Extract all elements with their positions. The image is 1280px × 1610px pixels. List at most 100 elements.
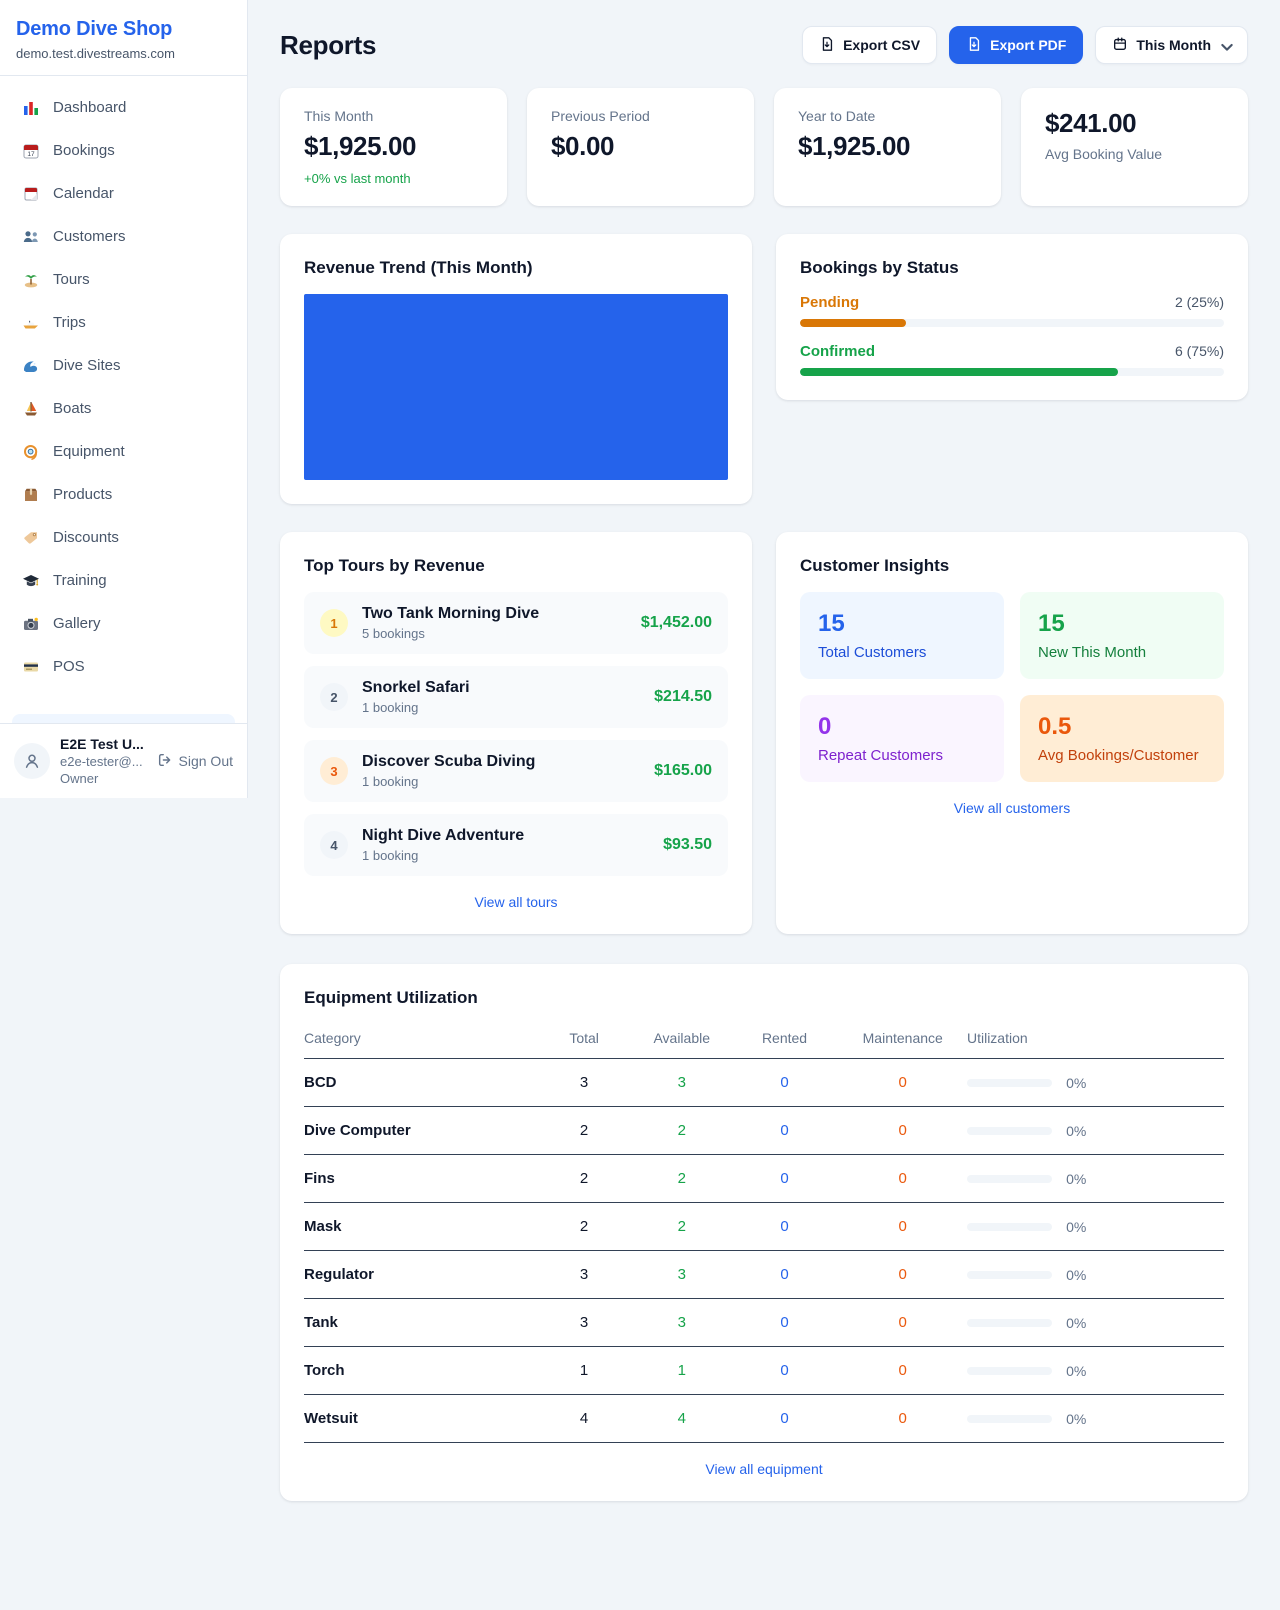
cell-maintenance: 0 bbox=[838, 1394, 967, 1444]
brand-name[interactable]: Demo Dive Shop bbox=[16, 18, 173, 40]
bookings-by-status-title: Bookings by Status bbox=[800, 258, 959, 277]
cell-rented: 0 bbox=[730, 1106, 839, 1156]
export-csv-button[interactable]: Export CSV bbox=[802, 26, 938, 64]
rank-badge: 2 bbox=[320, 683, 348, 711]
people-icon bbox=[22, 228, 40, 246]
insight-tile-new-this-month: 15 New This Month bbox=[1020, 592, 1224, 679]
utilization-bar bbox=[966, 1367, 1052, 1376]
sidebar-item-customers[interactable]: Customers bbox=[12, 215, 235, 258]
tour-bookings: 1 booking bbox=[362, 774, 419, 789]
sidebar-item-label: Discounts bbox=[53, 529, 119, 546]
rank-badge: 1 bbox=[320, 609, 348, 637]
cell-available: 4 bbox=[632, 1394, 731, 1444]
package-icon bbox=[22, 486, 40, 504]
view-all-equipment-link[interactable]: View all equipment bbox=[705, 1461, 823, 1478]
table-row-mask: Mask 2 2 0 0 0% bbox=[304, 1202, 1224, 1252]
wave-icon bbox=[22, 357, 40, 375]
tour-name: Night Dive Adventure bbox=[362, 827, 525, 844]
sidebar-item-dashboard[interactable]: Dashboard bbox=[12, 86, 235, 129]
file-download-icon bbox=[966, 36, 982, 55]
tour-revenue: $93.50 bbox=[663, 836, 712, 853]
customer-insights-panel: Customer Insights 15 Total Customers 15 … bbox=[776, 532, 1248, 934]
credit-card-icon bbox=[22, 658, 40, 676]
charts-row: Revenue Trend (This Month) Bookings by S… bbox=[280, 234, 1248, 504]
sidebar-item-boats[interactable]: Boats bbox=[12, 387, 235, 430]
sign-out-button[interactable]: Sign Out bbox=[157, 752, 233, 771]
period-dropdown[interactable]: This Month bbox=[1095, 26, 1248, 64]
cell-maintenance: 0 bbox=[838, 1058, 967, 1108]
sidebar-item-training[interactable]: Training bbox=[12, 559, 235, 602]
customer-insights-title: Customer Insights bbox=[800, 556, 950, 575]
cell-rented: 0 bbox=[730, 1058, 839, 1108]
cell-category: BCD bbox=[304, 1058, 536, 1108]
utilization-percent: 0% bbox=[1066, 1315, 1087, 1332]
sign-out-icon bbox=[157, 752, 173, 771]
utilization-bar bbox=[966, 1271, 1052, 1280]
sidebar-item-tours[interactable]: Tours bbox=[12, 258, 235, 301]
column-header-rented: Rented bbox=[730, 1022, 839, 1059]
sign-out-label: Sign Out bbox=[178, 753, 233, 769]
top-tours-title: Top Tours by Revenue bbox=[304, 556, 485, 575]
tour-row-two-tank-morning-dive: 1 Two Tank Morning Dive 5 bookings $1,45… bbox=[304, 592, 728, 654]
grad-cap-icon bbox=[22, 572, 40, 590]
tour-bookings: 1 booking bbox=[362, 848, 419, 863]
sidebar-item-gallery[interactable]: Gallery bbox=[12, 602, 235, 645]
cell-rented: 0 bbox=[730, 1346, 839, 1396]
status-row-confirmed: Confirmed 6 (75%) bbox=[800, 343, 1224, 376]
brand: Demo Dive Shop demo.test.divestreams.com bbox=[0, 0, 247, 76]
insight-value: 0.5 bbox=[1038, 713, 1072, 740]
view-all-customers-link[interactable]: View all customers bbox=[953, 800, 1071, 816]
sidebar-item-label: Trips bbox=[53, 314, 86, 331]
status-rows: Pending 2 (25%) Confirmed 6 (75%) bbox=[800, 294, 1224, 376]
table-row-tank: Tank 3 3 0 0 0% bbox=[304, 1298, 1224, 1348]
sidebar-item-label: Boats bbox=[53, 400, 92, 417]
insight-tile-total-customers: 15 Total Customers bbox=[800, 592, 1004, 679]
tour-revenue: $1,452.00 bbox=[640, 614, 712, 631]
revenue-trend-bar bbox=[304, 294, 728, 480]
sidebar-item-dive-sites[interactable]: Dive Sites bbox=[12, 344, 235, 387]
insight-value: 0 bbox=[818, 713, 832, 740]
cell-maintenance: 0 bbox=[838, 1298, 967, 1348]
sidebar-item-bookings[interactable]: 17 Bookings bbox=[12, 129, 235, 172]
sidebar-item-pos[interactable]: POS bbox=[12, 645, 235, 688]
stat-value: $1,925.00 bbox=[798, 131, 911, 161]
sidebar-item-products[interactable]: Products bbox=[12, 473, 235, 516]
insight-value: 15 bbox=[1038, 610, 1065, 637]
sidebar-item-trips[interactable]: Trips bbox=[12, 301, 235, 344]
table-row-torch: Torch 1 1 0 0 0% bbox=[304, 1346, 1224, 1396]
bookings-by-status-panel: Bookings by Status Pending 2 (25%) Confi… bbox=[776, 234, 1248, 400]
utilization-percent: 0% bbox=[1066, 1075, 1087, 1092]
sidebar-item-label: Dashboard bbox=[53, 99, 127, 116]
sidebar-item-equipment[interactable]: Equipment bbox=[12, 430, 235, 473]
cell-utilization: 0% bbox=[966, 1154, 1224, 1204]
export-pdf-button[interactable]: Export PDF bbox=[949, 26, 1084, 64]
insight-label: Repeat Customers bbox=[818, 747, 944, 764]
insight-label: Total Customers bbox=[818, 644, 927, 661]
cell-available: 3 bbox=[632, 1250, 731, 1300]
sidebar-item-calendar[interactable]: Calendar bbox=[12, 172, 235, 215]
user-name: E2E Test U... bbox=[60, 736, 144, 752]
sidebar-item-discounts[interactable]: Discounts bbox=[12, 516, 235, 559]
island-icon bbox=[22, 271, 40, 289]
utilization-percent: 0% bbox=[1066, 1171, 1087, 1188]
utilization-percent: 0% bbox=[1066, 1363, 1087, 1380]
stat-label: Previous Period bbox=[551, 108, 650, 124]
stat-card-previous-period: Previous Period $0.00 bbox=[527, 88, 754, 206]
tour-rows: 1 Two Tank Morning Dive 5 bookings $1,45… bbox=[304, 592, 728, 876]
cell-category: Fins bbox=[304, 1154, 536, 1204]
cell-utilization: 0% bbox=[966, 1058, 1224, 1108]
sidebar-item-label: Calendar bbox=[53, 185, 114, 202]
view-all-tours-link[interactable]: View all tours bbox=[474, 894, 558, 910]
stat-card-this-month: This Month $1,925.00 +0% vs last month bbox=[280, 88, 507, 206]
cell-rented: 0 bbox=[730, 1250, 839, 1300]
cell-utilization: 0% bbox=[966, 1202, 1224, 1252]
page-header: Reports Export CSV Export PDF This Month bbox=[280, 26, 1248, 64]
table-row-bcd: BCD 3 3 0 0 0% bbox=[304, 1058, 1224, 1108]
top-tours-panel: Top Tours by Revenue 1 Two Tank Morning … bbox=[280, 532, 752, 934]
sidebar-item-reports-active-partial[interactable] bbox=[12, 714, 235, 723]
tour-row-snorkel-safari: 2 Snorkel Safari 1 booking $214.50 bbox=[304, 666, 728, 728]
insight-value: 15 bbox=[818, 610, 845, 637]
utilization-percent: 0% bbox=[1066, 1219, 1087, 1236]
brand-domain: demo.test.divestreams.com bbox=[16, 46, 175, 61]
cell-available: 2 bbox=[632, 1154, 731, 1204]
